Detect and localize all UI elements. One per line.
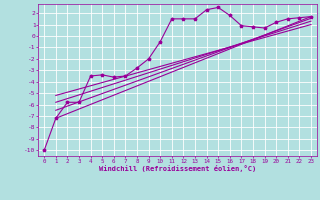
X-axis label: Windchill (Refroidissement éolien,°C): Windchill (Refroidissement éolien,°C) (99, 165, 256, 172)
